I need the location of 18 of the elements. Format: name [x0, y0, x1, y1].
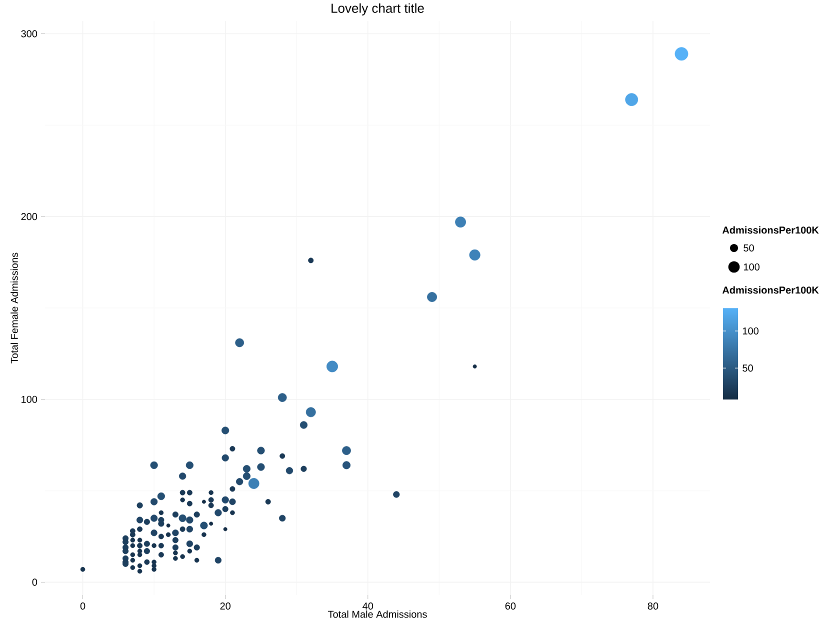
color-bar-label: 100	[742, 327, 759, 335]
chart-title: Lovely chart title	[332, 3, 424, 16]
y-axis-title: Total Female Admissions	[10, 252, 18, 364]
x-tick-label: 20	[220, 602, 231, 610]
color-bar-title: AdmissionsPer100K	[722, 286, 819, 294]
y-tick-label: 200	[21, 213, 38, 220]
x-tick-label: 80	[648, 602, 658, 610]
x-tick-label: 40	[362, 602, 374, 610]
legend-title: AdmissionsPer100K	[722, 226, 819, 234]
y-tick-label: 0	[32, 578, 38, 586]
x-axis-title: Total Male Admissions	[328, 610, 427, 618]
legend-label: 50	[744, 244, 754, 252]
y-tick-label: 100	[22, 396, 38, 403]
color-bar-label: 50	[742, 364, 753, 372]
x-tick-label: 60	[505, 602, 516, 610]
y-tick-label: 300	[21, 30, 38, 38]
x-tick-label: 0	[80, 602, 86, 610]
legend-label: 100	[744, 263, 760, 271]
